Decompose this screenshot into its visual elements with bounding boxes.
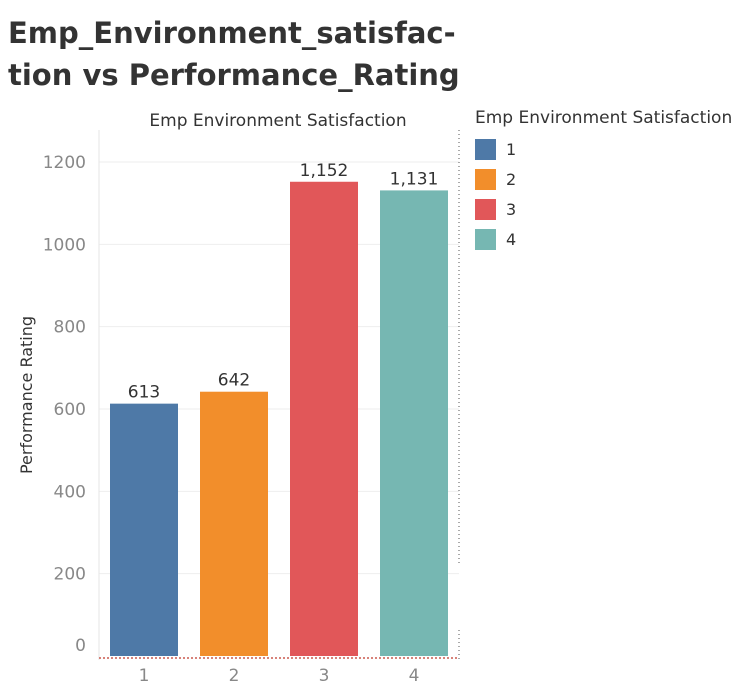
- x-tick-label: 1: [139, 666, 150, 686]
- legend-label: 1: [506, 139, 517, 159]
- bar[interactable]: [380, 190, 448, 656]
- chart-title: Emp_Environment_satisfac- tion vs Perfor…: [8, 12, 460, 96]
- legend-item[interactable]: 4: [475, 224, 732, 254]
- legend: Emp Environment Satisfaction 1 2 3 4: [475, 108, 732, 254]
- legend-label: 2: [506, 169, 517, 189]
- bar-value-label: 1,131: [390, 169, 439, 189]
- bar-value-label: 1,152: [300, 161, 349, 181]
- y-tick-label: 400: [54, 482, 86, 502]
- bars: [110, 181, 448, 656]
- y-tick-label: 1200: [43, 153, 86, 173]
- y-tick-labels: 0 200 400 600 800 1000 1200: [43, 153, 86, 656]
- y-axis-label: Performance Rating: [17, 316, 36, 474]
- chart-title-line-1: Emp_Environment_satisfac-: [8, 16, 456, 50]
- legend-label: 3: [506, 199, 517, 219]
- x-axis-header: Emp Environment Satisfaction: [149, 111, 406, 131]
- bar[interactable]: [200, 391, 268, 656]
- chart-title-line-2: tion vs Performance_Rating: [8, 58, 460, 92]
- y-tick-label: 800: [54, 318, 86, 338]
- y-tick-label: 0: [75, 636, 86, 656]
- legend-item[interactable]: 1: [475, 134, 732, 164]
- legend-swatch: [475, 228, 496, 250]
- bar-value-label: 642: [218, 371, 250, 391]
- legend-title: Emp Environment Satisfaction: [475, 108, 733, 128]
- bar[interactable]: [290, 181, 358, 656]
- legend-swatch: [475, 168, 496, 190]
- x-tick-label: 2: [229, 666, 240, 686]
- y-tick-label: 600: [54, 400, 86, 420]
- legend-swatch: [475, 198, 496, 220]
- x-tick-label: 3: [319, 666, 330, 686]
- legend-label: 4: [506, 229, 517, 249]
- data-labels: 613 642 1,152 1,131: [128, 161, 439, 403]
- x-tick-labels: 1 2 3 4: [139, 666, 420, 686]
- legend-item[interactable]: 3: [475, 194, 732, 224]
- bar[interactable]: [110, 403, 178, 656]
- y-tick-label: 1000: [43, 235, 86, 255]
- legend-swatch: [475, 138, 496, 160]
- x-tick-label: 4: [409, 666, 420, 686]
- y-tick-label: 200: [54, 565, 86, 585]
- legend-item[interactable]: 2: [475, 164, 732, 194]
- bar-value-label: 613: [128, 383, 160, 403]
